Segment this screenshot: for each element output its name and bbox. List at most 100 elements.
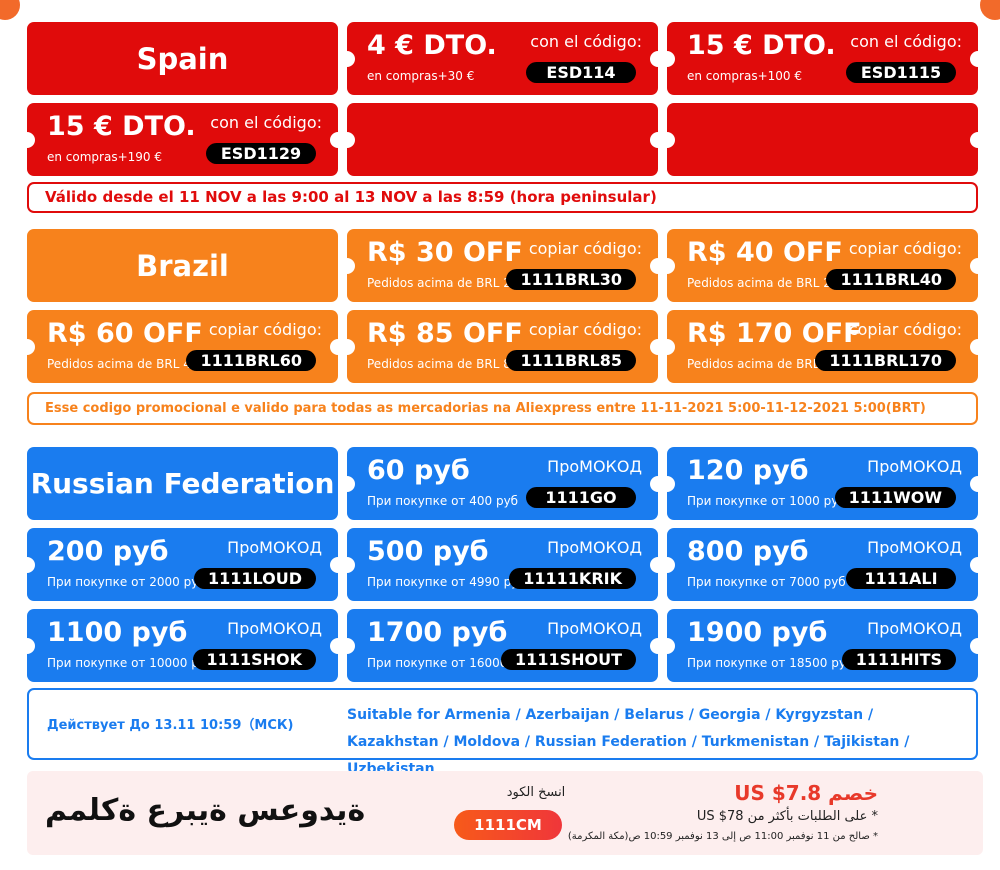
coupon-amount: 200 руб (47, 536, 169, 567)
coupon-code-label: copiar código: (208, 320, 322, 339)
brazil-title: Brazil (136, 248, 229, 283)
coupon-code[interactable]: 1111LOUD (193, 568, 316, 589)
coupon-card[interactable]: 1700 руб При покупке от 16000 руб ПроМОКОД… (347, 609, 658, 682)
coupon-code-label: ПроМОКОД (227, 619, 322, 638)
coupon-code-label: copiar código: (848, 239, 962, 258)
decorative-corner (0, 0, 20, 20)
coupon-minimum: Pedidos acima de BRL 200 (367, 276, 527, 290)
coupon-code-label: ПроМОКОД (547, 457, 642, 476)
coupon-card[interactable]: 500 руб При покупке от 4990 руб ПроМОКОД 11… (347, 528, 658, 601)
coupon-amount: R$ 85 OFF (367, 318, 523, 349)
coupon-code[interactable]: 11111KRIK (509, 568, 636, 589)
brazil-title-card: Brazil (27, 229, 338, 302)
coupon-minimum: Pedidos acima de BRL 1420 (687, 357, 854, 371)
coupon-code[interactable]: 1111SHOK (192, 649, 316, 670)
coupon-amount: 4 € DTO. (367, 30, 497, 61)
coupon-code-label: ПроМОКОД (547, 538, 642, 557)
coupon-minimum: en compras+30 € (367, 69, 475, 83)
coupon-amount: R$ 40 OFF (687, 237, 843, 268)
coupon-minimum: en compras+190 € (47, 150, 162, 164)
coupon-minimum: При покупке от 7000 руб (687, 575, 846, 589)
coupon-minimum: При покупке от 1000 руб (687, 494, 846, 508)
coupon-amount: R$ 30 OFF (367, 237, 523, 268)
coupon-code-label: copiar código: (848, 320, 962, 339)
coupon-card[interactable]: 200 руб При покупке от 2000 руб ПроМОКОД 11… (27, 528, 338, 601)
coupon-minimum: При покупке от 16000 руб (367, 656, 534, 670)
spain-validity-note: Válido desde el 11 NOV a las 9:00 al 13 … (27, 182, 978, 213)
spain-coupons: Spain 4 € DTO. en compras+30 € con el códig… (27, 22, 978, 176)
coupon-code[interactable]: 1111HITS (841, 649, 956, 670)
coupon-code-label: ПроМОКОД (867, 619, 962, 638)
coupon-code[interactable]: 1111BRL170 (815, 350, 956, 371)
coupon-card[interactable]: 4 € DTO. en compras+30 € con el código: ESD… (347, 22, 658, 95)
coupon-code-label: ПроМОКОД (867, 457, 962, 476)
coupon-amount: 15 € DTO. (687, 30, 836, 61)
coupon-card[interactable]: 800 руб При покупке от 7000 руб ПроМОКОД 11… (667, 528, 978, 601)
saudi-discount: خصم US $7.8 (734, 781, 878, 805)
coupon-code[interactable]: 1111BRL85 (506, 350, 636, 371)
coupon-code[interactable]: 1111BRL60 (186, 350, 316, 371)
coupon-code-label: ПроМОКОД (227, 538, 322, 557)
spain-title-card: Spain (27, 22, 338, 95)
saudi-coupon: ةيدوعس ةيبرع ةكلمم انسخ الكود 1111CM خصم… (27, 771, 983, 855)
coupon-amount: R$ 60 OFF (47, 318, 203, 349)
coupon-card[interactable]: 15 € DTO. en compras+100 € con el código: E… (667, 22, 978, 95)
russia-title: Russian Federation (30, 467, 335, 500)
brazil-validity-note: Esse codigo promocional e valido para to… (27, 392, 978, 425)
coupon-code-label: con el código: (530, 32, 642, 51)
russia-validity-note: Действует До 13.11 10:59（МСК) Suitable f… (27, 688, 978, 777)
coupon-minimum: en compras+100 € (687, 69, 802, 83)
coupon-card[interactable]: R$ 60 OFF Pedidos acima de BRL 450 copiar … (27, 310, 338, 383)
saudi-code-button[interactable]: 1111CM (454, 810, 562, 840)
coupon-minimum: При покупке от 4990 руб (367, 575, 526, 589)
saudi-validity: * صالح من 11 نوفمبر 11:00 ص إلى 13 نوفمب… (567, 831, 878, 842)
coupon-code[interactable]: ESD114 (526, 62, 636, 83)
coupon-code[interactable]: 1111SHOUT (501, 649, 636, 670)
coupon-card[interactable]: R$ 40 OFF Pedidos acima de BRL 280 copiar … (667, 229, 978, 302)
coupon-minimum: Pedidos acima de BRL 280 (687, 276, 847, 290)
coupon-amount: 1700 руб (367, 617, 508, 648)
coupon-code[interactable]: 1111ALI (846, 568, 956, 589)
coupon-code-label: copiar código: (528, 320, 642, 339)
coupon-amount: 1100 руб (47, 617, 188, 648)
spain-title: Spain (136, 41, 229, 76)
coupon-code-label: copiar código: (528, 239, 642, 258)
coupon-code[interactable]: 1111BRL40 (826, 269, 956, 290)
coupon-amount: 60 руб (367, 455, 470, 486)
coupon-code[interactable]: ESD1129 (206, 143, 316, 164)
coupon-card[interactable]: R$ 85 OFF Pedidos acima de BRL 850 copiar … (347, 310, 658, 383)
russia-title-card: Russian Federation (27, 447, 338, 520)
coupon-card[interactable]: R$ 170 OFF Pedidos acima de BRL 1420 copia… (667, 310, 978, 383)
empty-coupon (667, 103, 978, 176)
coupon-card[interactable]: 120 руб При покупке от 1000 руб ПроМОКОД 11… (667, 447, 978, 520)
russia-countries: Suitable for Armenia / Azerbaijan / Bela… (347, 707, 910, 777)
coupon-code-label: ПроМОКОД (867, 538, 962, 557)
russia-coupons: Russian Federation 60 руб При покупке от 4… (27, 447, 978, 682)
coupon-amount: 800 руб (687, 536, 809, 567)
copy-code-label: انسخ الكود (506, 785, 566, 800)
coupon-card[interactable]: 1900 руб При покупке от 18500 руб ПроМОКОД… (667, 609, 978, 682)
coupon-code[interactable]: 1111BRL30 (506, 269, 636, 290)
brazil-coupons: Brazil R$ 30 OFF Pedidos acima de BRL 200 c… (27, 229, 978, 383)
coupon-code-label: con el código: (850, 32, 962, 51)
coupon-code[interactable]: 1111GO (526, 487, 636, 508)
coupon-minimum: При покупке от 400 руб (367, 494, 519, 508)
coupon-card[interactable]: 1100 руб При покупке от 10000 руб ПроМОКОД… (27, 609, 338, 682)
coupon-amount: 120 руб (687, 455, 809, 486)
saudi-title: ةيدوعس ةيبرع ةكلمم (45, 793, 366, 828)
coupon-card[interactable]: 60 руб При покупке от 400 руб ПроМОКОД 1111… (347, 447, 658, 520)
coupon-amount: 15 € DTO. (47, 111, 196, 142)
coupon-amount: 1900 руб (687, 617, 828, 648)
coupon-minimum: Pedidos acima de BRL 850 (367, 357, 527, 371)
empty-coupon (347, 103, 658, 176)
decorative-corner (980, 0, 1000, 20)
coupon-code[interactable]: ESD1115 (846, 62, 956, 83)
coupon-code[interactable]: 1111WOW (834, 487, 956, 508)
russia-validity-date: Действует До 13.11 10:59（МСК) (47, 718, 294, 733)
coupon-minimum: Pedidos acima de BRL 450 (47, 357, 207, 371)
saudi-min-order: * على الطلبات بأكثر من US $78 (696, 809, 878, 824)
coupon-minimum: При покупке от 10000 руб (47, 656, 214, 670)
coupon-amount: R$ 170 OFF (687, 318, 862, 349)
coupon-card[interactable]: 15 € DTO. en compras+190 € con el código: E… (27, 103, 338, 176)
coupon-card[interactable]: R$ 30 OFF Pedidos acima de BRL 200 copiar … (347, 229, 658, 302)
